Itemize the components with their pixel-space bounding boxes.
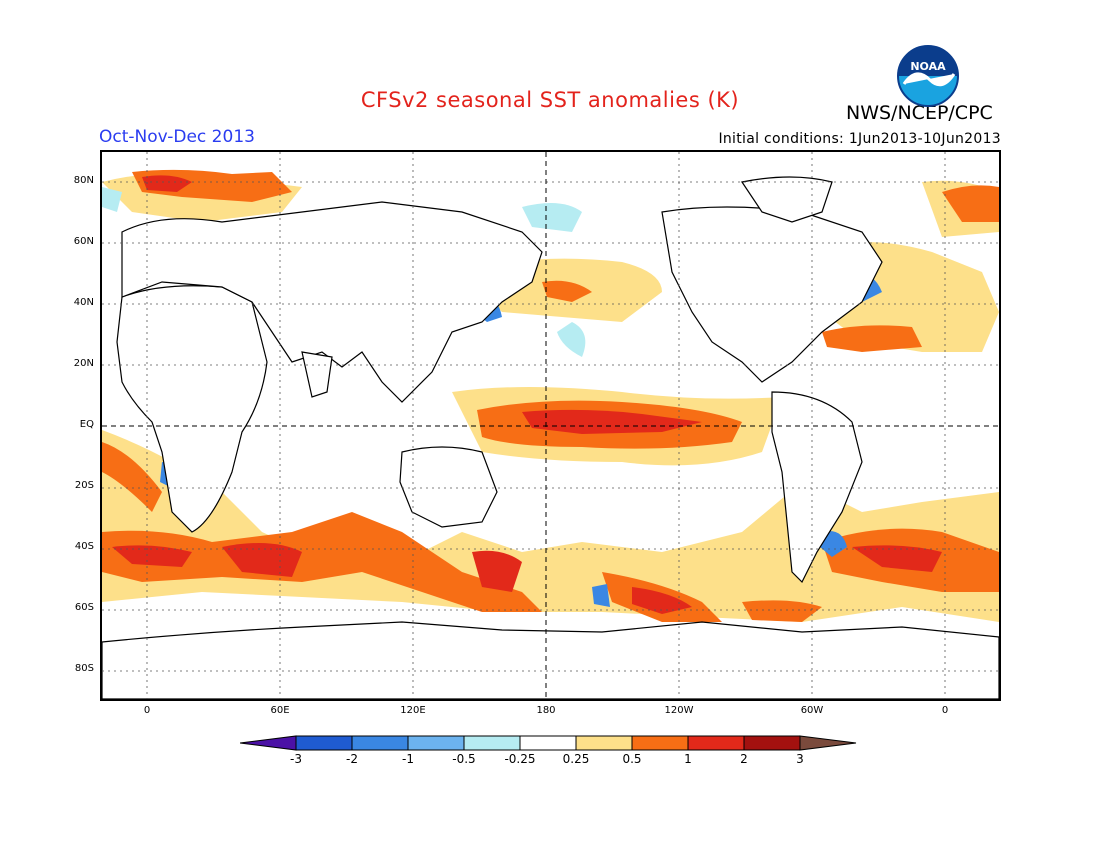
colorbar-swatch <box>295 735 353 751</box>
graticule <box>102 152 999 699</box>
lat-label: 20N <box>73 358 94 369</box>
lon-label: 60E <box>270 705 290 716</box>
continent-outlines <box>102 176 999 699</box>
colorbar-tick-label: 1 <box>684 752 692 766</box>
lon-label: 180 <box>536 705 556 716</box>
colorbar-tick-label: -0.25 <box>504 752 536 766</box>
colorbar-tick-label: 3 <box>796 752 804 766</box>
lon-label: 120E <box>400 705 426 716</box>
lat-label: EQ <box>79 419 94 430</box>
equator-dateline <box>102 152 999 699</box>
lon-label: 60W <box>800 705 824 716</box>
colorbar-swatch <box>575 735 633 751</box>
colorbar-tick-label: 0.5 <box>622 752 642 766</box>
lon-label: 0 <box>143 705 151 716</box>
colorbar-low-arrow <box>240 735 297 751</box>
lat-label: 40S <box>74 541 94 552</box>
noaa-logo-text: NOAA <box>910 60 946 73</box>
colorbar-tick-label: -3 <box>290 752 302 766</box>
forecast-period: Oct-Nov-Dec 2013 <box>99 127 255 147</box>
map-title: CFSv2 seasonal SST anomalies (K) <box>360 88 740 112</box>
colorbar-swatch <box>463 735 521 751</box>
colorbar-tick-label: -0.5 <box>452 752 476 766</box>
sst-anomaly-map <box>100 150 1001 701</box>
lon-label: 0 <box>941 705 949 716</box>
colorbar-tick-label: -2 <box>346 752 358 766</box>
colorbar-swatch <box>351 735 409 751</box>
initial-conditions: Initial conditions: 1Jun2013-10Jun2013 <box>718 131 1001 147</box>
lat-label: 60N <box>73 236 94 247</box>
agency-label: NWS/NCEP/CPC <box>846 102 993 124</box>
lat-label: 20S <box>74 480 94 491</box>
lat-label: 80S <box>74 663 94 674</box>
colorbar-tick-label: 0.25 <box>562 752 590 766</box>
colorbar <box>240 735 857 751</box>
lat-label: 80N <box>73 175 94 186</box>
lon-label: 120W <box>664 705 694 716</box>
lat-label: 40N <box>73 297 94 308</box>
noaa-logo: NOAA <box>897 45 959 107</box>
colorbar-swatch <box>519 735 577 751</box>
colorbar-swatch <box>743 735 801 751</box>
anomaly-field-1 <box>112 175 942 614</box>
lat-label: 60S <box>74 602 94 613</box>
map-canvas <box>102 152 999 699</box>
colorbar-tick-label: 2 <box>740 752 748 766</box>
colorbar-swatch <box>407 735 465 751</box>
colorbar-swatch <box>687 735 745 751</box>
colorbar-high-arrow <box>799 735 857 751</box>
colorbar-swatch <box>631 735 689 751</box>
colorbar-tick-label: -1 <box>402 752 414 766</box>
